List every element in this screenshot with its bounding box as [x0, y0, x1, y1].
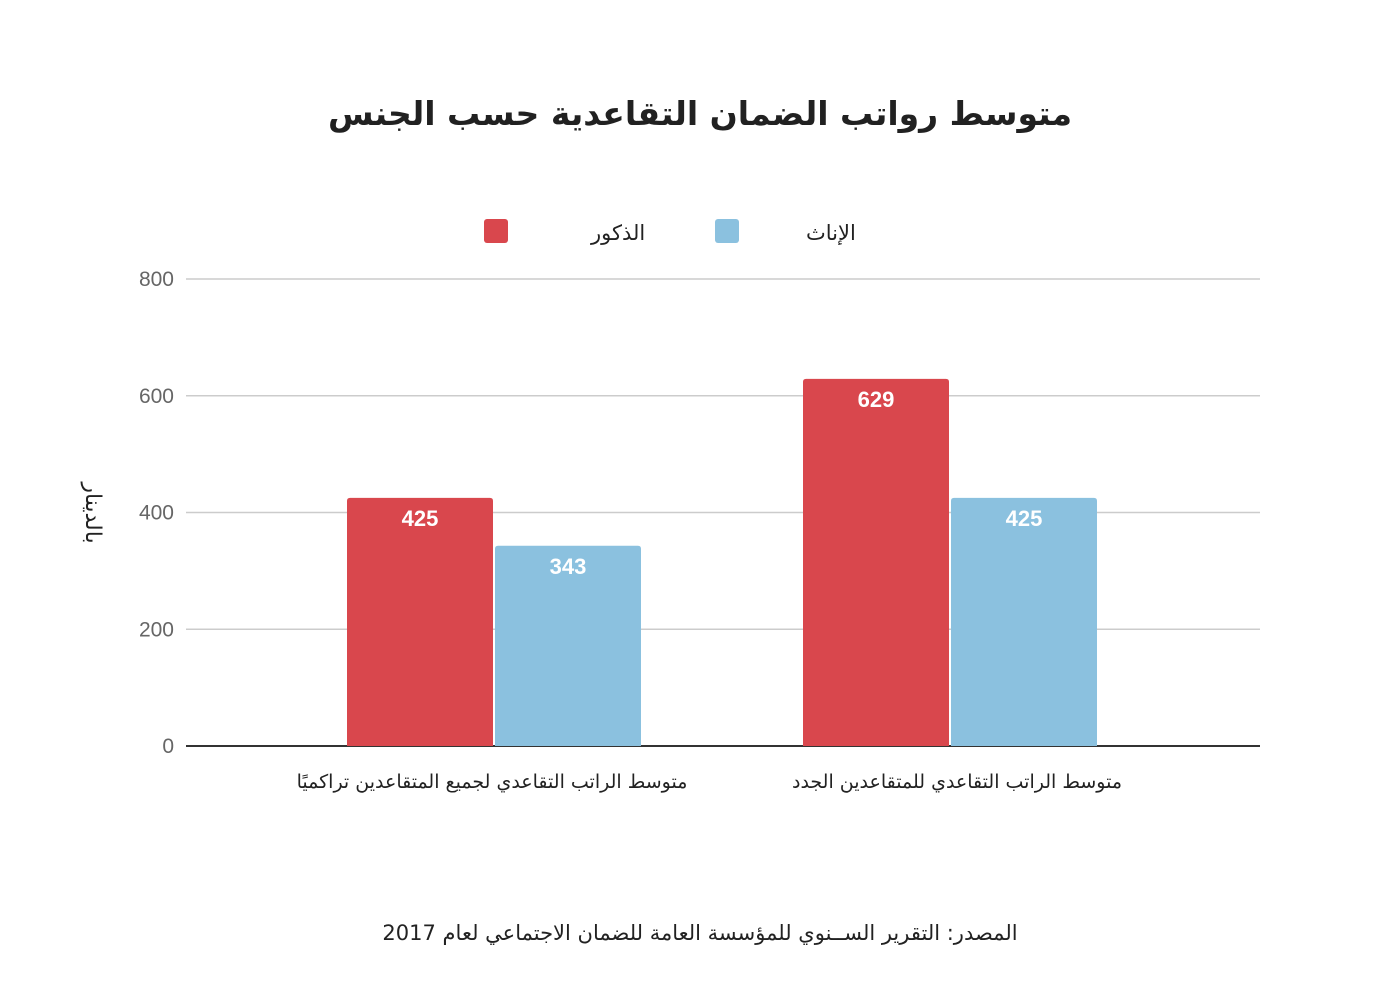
data-label: 425 [402, 506, 439, 531]
x-category-label: متوسط الراتب التقاعدي للمتقاعدين الجدد [792, 771, 1122, 793]
data-label: 343 [550, 554, 587, 579]
legend: الذكور الإناث [484, 219, 856, 245]
x-axis-categories: متوسط الراتب التقاعدي لجميع المتقاعدين ت… [297, 771, 1122, 793]
bars [347, 378, 1097, 746]
y-tick-label: 800 [139, 268, 174, 291]
data-labels: 425 343 629 425 [402, 387, 1043, 579]
y-tick-label: 0 [162, 735, 174, 758]
bar-males-2 [803, 378, 949, 746]
y-axis-ticks: 0 200 400 600 800 [139, 268, 174, 758]
legend-label: الإناث [806, 221, 856, 245]
legend-swatch [715, 219, 739, 243]
y-tick-label: 200 [139, 618, 174, 641]
bar-females-2 [951, 497, 1097, 746]
x-category-label: متوسط الراتب التقاعدي لجميع المتقاعدين ت… [297, 771, 688, 793]
legend-label: الذكور [590, 221, 645, 245]
source-note: المصدر: التقرير الســنوي للمؤسسة العامة … [382, 921, 1017, 945]
bar-females-1 [495, 545, 641, 746]
legend-swatch [484, 219, 508, 243]
data-label: 425 [1006, 506, 1043, 531]
chart-title: متوسط رواتب الضمان التقاعدية حسب الجنس [328, 94, 1072, 134]
y-axis-label: بالدينار [80, 481, 105, 543]
bar-males-1 [347, 497, 493, 746]
y-tick-label: 400 [139, 502, 174, 525]
y-tick-label: 600 [139, 385, 174, 408]
data-label: 629 [858, 387, 895, 412]
